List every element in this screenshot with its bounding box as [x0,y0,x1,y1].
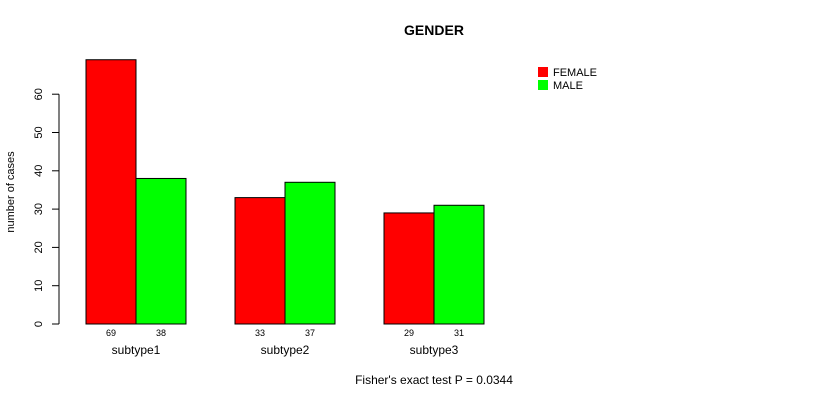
y-tick-label: 20 [33,241,45,253]
legend-swatch-male [538,80,548,90]
y-axis: 0 10 20 30 40 50 60 [33,88,60,327]
legend-label-male: MALE [553,80,583,92]
bar-value-label-subtype2-male: 37 [305,328,315,338]
y-tick-label: 50 [33,126,45,138]
legend-label-female: FEMALE [553,67,597,79]
bar-subtype2-male [284,181,336,325]
bar-value-label-subtype1-female: 69 [106,328,116,338]
bars-group [85,59,485,325]
bar-value-label-subtype3-female: 29 [404,328,414,338]
bar-subtype2-female [234,197,286,325]
category-label-subtype2: subtype2 [261,343,310,357]
bar-subtype3-female [383,212,435,325]
y-axis-label: number of cases [5,151,17,233]
category-label-subtype1: subtype1 [112,343,161,357]
category-label-subtype3: subtype3 [410,343,459,357]
y-tick-label: 40 [33,165,45,177]
x-labels-group: 69 38 subtype1 33 37 subtype2 29 31 subtype3 [106,328,464,357]
bar-value-label-subtype3-male: 31 [454,328,464,338]
fisher-test-caption: Fisher's exact test P = 0.0344 [355,373,513,387]
chart-title: GENDER [404,22,464,38]
y-tick-label: 0 [33,321,45,327]
bar-subtype1-female [85,59,137,325]
y-tick-label: 60 [33,88,45,100]
bar-value-label-subtype2-female: 33 [255,328,265,338]
y-tick-label: 10 [33,280,45,292]
bar-value-label-subtype1-male: 38 [156,328,166,338]
y-tick-label: 30 [33,203,45,215]
bar-subtype3-male [433,204,485,325]
bar-subtype1-male [135,177,187,325]
legend-swatch-female [538,67,548,77]
